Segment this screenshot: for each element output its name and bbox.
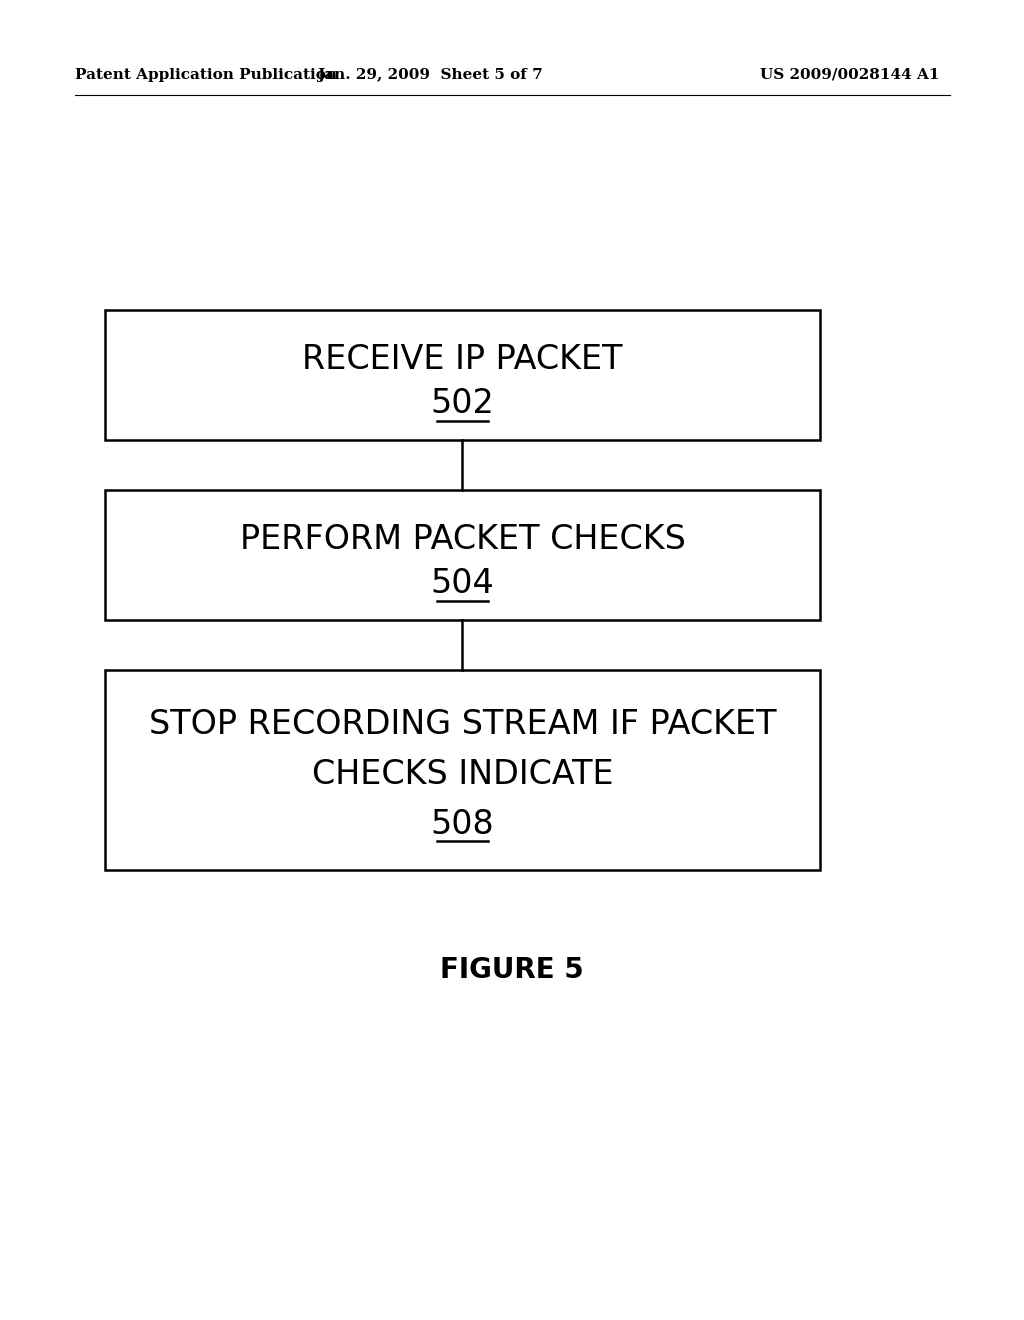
Text: FIGURE 5: FIGURE 5 [440,956,584,983]
Text: PERFORM PACKET CHECKS: PERFORM PACKET CHECKS [240,523,685,556]
Text: Patent Application Publication: Patent Application Publication [75,69,337,82]
Bar [105,490,820,620]
Text: STOP RECORDING STREAM IF PACKET: STOP RECORDING STREAM IF PACKET [148,708,776,741]
Text: CHECKS INDICATE: CHECKS INDICATE [311,758,613,791]
Text: 502: 502 [430,387,495,420]
Text: RECEIVE IP PACKET: RECEIVE IP PACKET [302,343,623,376]
Text: US 2009/0028144 A1: US 2009/0028144 A1 [761,69,940,82]
Text: 508: 508 [431,808,495,841]
Text: 504: 504 [431,568,495,601]
Text: Jan. 29, 2009  Sheet 5 of 7: Jan. 29, 2009 Sheet 5 of 7 [317,69,543,82]
Bar [105,310,820,440]
Bar [105,671,820,870]
